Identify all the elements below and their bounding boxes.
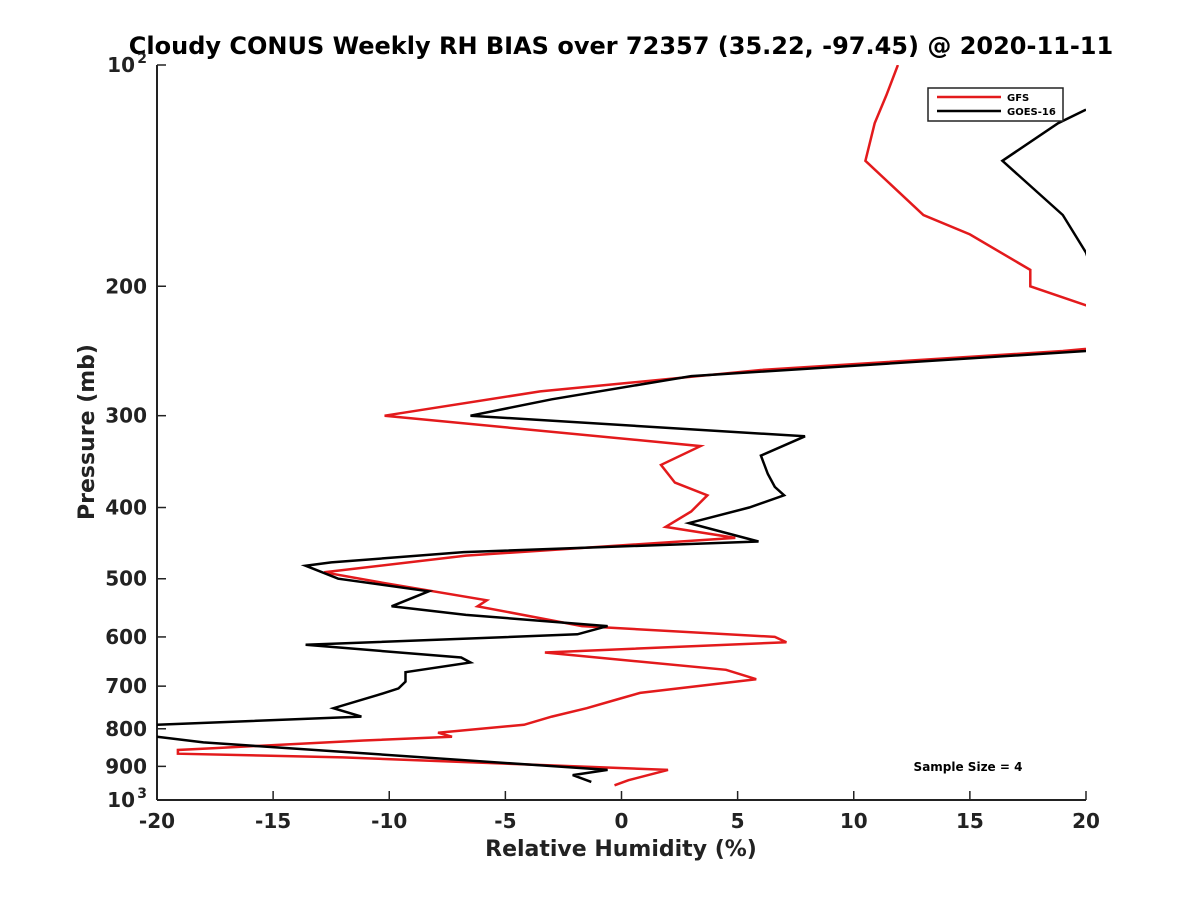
series-layer	[157, 65, 1086, 787]
y-tick-label: 10	[107, 53, 135, 77]
x-tick-label: -15	[255, 809, 291, 833]
y-tick-label: 500	[105, 567, 147, 591]
y-tick-label: 600	[105, 625, 147, 649]
y-axis-label: Pressure (mb)	[75, 344, 100, 520]
y-tick-label: 10	[107, 788, 135, 812]
chart-title: Cloudy CONUS Weekly RH BIAS over 72357 (…	[129, 32, 1113, 60]
y-tick-label: 300	[105, 404, 147, 428]
y-tick-label: 900	[105, 754, 147, 778]
x-tick-label: -10	[371, 809, 407, 833]
legend: GFS GOES-16	[927, 87, 1064, 122]
series-line-gfs	[176, 65, 1086, 787]
series-line-goes16	[157, 108, 1086, 784]
y-tick-exponent: 3	[137, 786, 147, 802]
legend-label-gfs: GFS	[1007, 93, 1029, 104]
y-tick-label: 800	[105, 717, 147, 741]
legend-box	[927, 87, 1064, 122]
x-tick-label: 5	[731, 809, 745, 833]
x-tick-label: 15	[956, 809, 984, 833]
y-tick-label: 400	[105, 496, 147, 520]
x-tick-label: 0	[615, 809, 629, 833]
y-tick-exponent: 2	[137, 51, 147, 67]
y-tick-label: 700	[105, 674, 147, 698]
x-tick-label: -5	[494, 809, 516, 833]
x-tick-label: 20	[1072, 809, 1100, 833]
x-tick-label: -20	[139, 809, 175, 833]
x-tick-label: 10	[840, 809, 868, 833]
x-axis-label: Relative Humidity (%)	[485, 837, 757, 862]
y-tick-label: 200	[105, 274, 147, 298]
legend-label-goes16: GOES-16	[1007, 107, 1056, 118]
sample-size-annotation: Sample Size = 4	[914, 760, 1023, 774]
